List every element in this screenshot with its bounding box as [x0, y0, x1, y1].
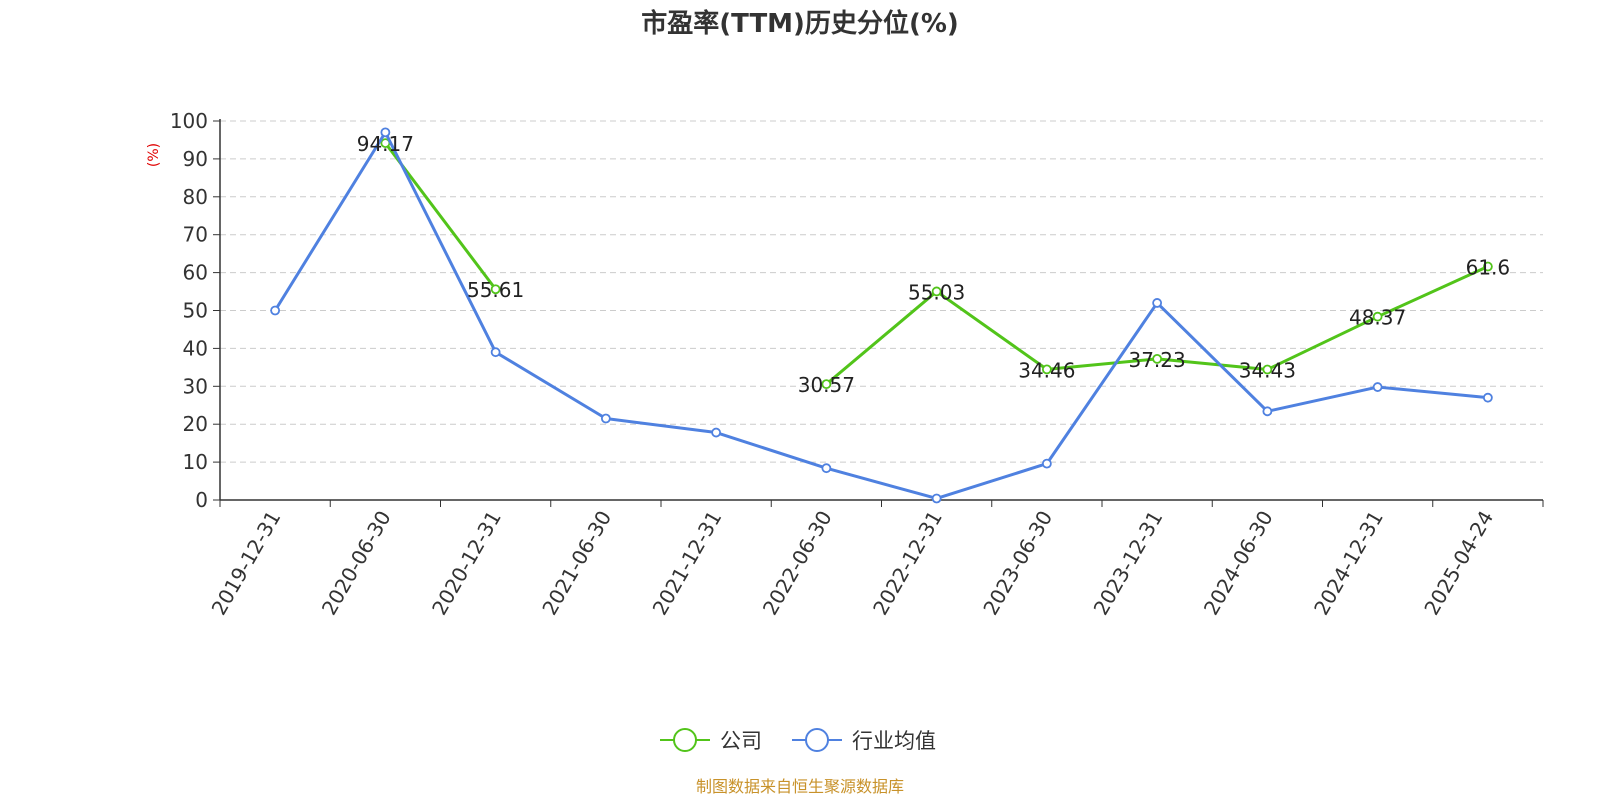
y-tick-label: 20	[183, 412, 208, 436]
legend-industry-label: 行业均值	[852, 729, 936, 753]
industry-data-point[interactable]	[1372, 382, 1383, 392]
company-data-point[interactable]	[1152, 353, 1163, 364]
company-data-point[interactable]	[490, 284, 501, 295]
x-tick-label: 2023-06-30	[978, 507, 1057, 620]
industry-data-point[interactable]	[490, 347, 501, 358]
legend-company-marker	[673, 728, 697, 752]
company-data-point[interactable]	[1041, 364, 1052, 375]
y-tick-label: 60	[183, 261, 208, 285]
industry-data-point[interactable]	[1262, 406, 1273, 417]
y-tick-label: 40	[183, 336, 208, 360]
company-data-label: 55.03	[908, 280, 965, 304]
industry-data-point[interactable]	[711, 427, 722, 438]
x-tick-label: 2020-12-31	[427, 507, 506, 620]
y-tick-label: 100	[170, 109, 208, 133]
company-data-point[interactable]	[931, 286, 942, 297]
company-data-point[interactable]	[1372, 311, 1383, 322]
legend-item-industry-average[interactable]: 行业均值	[792, 728, 936, 753]
industry-data-point[interactable]	[931, 493, 942, 504]
industry-series-line	[273, 130, 1489, 500]
industry-data-point[interactable]	[1041, 458, 1052, 469]
chart-title: 市盈率(TTM)历史分位(%)	[641, 8, 959, 39]
x-tick-label: 2024-12-31	[1309, 507, 1388, 620]
legend: 公司 行业均值	[660, 728, 936, 753]
company-data-point[interactable]	[821, 379, 832, 390]
industry-data-point[interactable]	[270, 305, 281, 316]
company-data-label: 55.61	[467, 278, 524, 302]
legend-company-label: 公司	[720, 729, 762, 753]
series-lines	[270, 127, 1493, 504]
x-tick-label: 2023-12-31	[1089, 507, 1168, 620]
company-data-point[interactable]	[1482, 261, 1493, 272]
x-tick-label: 2022-12-31	[868, 507, 947, 620]
company-data-label: 30.57	[798, 373, 855, 397]
x-tick-label: 2024-06-30	[1199, 507, 1278, 620]
x-tick-label: 2021-12-31	[648, 507, 727, 620]
company-data-point[interactable]	[1262, 364, 1273, 375]
y-tick-label: 80	[183, 185, 208, 209]
y-tick-label: 90	[183, 147, 208, 171]
x-tick-label: 2025-04-24	[1419, 507, 1498, 620]
legend-industry-marker	[805, 728, 829, 752]
source-note: 制图数据来自恒生聚源数据库	[696, 777, 904, 796]
company-data-label: 34.43	[1239, 359, 1296, 383]
y-tick-label: 30	[183, 374, 208, 398]
company-data-label: 61.6	[1466, 256, 1511, 280]
industry-data-point[interactable]	[600, 413, 611, 424]
axes: 0 10 20 30 40 50 60 70 80 90 100 2019-12-31 2020-06-…	[170, 109, 1544, 620]
company-data-label: 37.23	[1128, 348, 1185, 372]
y-axis-unit-label: (%)	[146, 143, 162, 167]
industry-data-point[interactable]	[380, 127, 391, 138]
x-tick-label: 2019-12-31	[207, 507, 286, 620]
company-data-label: 34.46	[1018, 358, 1075, 382]
y-tick-label: 10	[183, 450, 208, 474]
y-tick-label: 70	[183, 223, 208, 247]
company-data-label: 94.17	[357, 132, 414, 156]
grid-lines	[220, 120, 1543, 463]
x-tick-label: 2021-06-30	[537, 507, 616, 620]
industry-data-point[interactable]	[1482, 392, 1493, 403]
industry-data-point[interactable]	[1152, 298, 1163, 308]
x-tick-label: 2020-06-30	[317, 507, 396, 620]
y-tick-label: 0	[195, 488, 208, 512]
legend-item-company[interactable]: 公司	[660, 728, 762, 753]
x-tick-label: 2022-06-30	[758, 507, 837, 620]
industry-data-point[interactable]	[821, 463, 832, 474]
y-tick-label: 50	[183, 299, 208, 323]
data-labels: 94.17 55.61 30.57 55.03 34.46 37.23 34.43 48.37…	[357, 132, 1510, 397]
company-data-label: 48.37	[1349, 306, 1406, 330]
